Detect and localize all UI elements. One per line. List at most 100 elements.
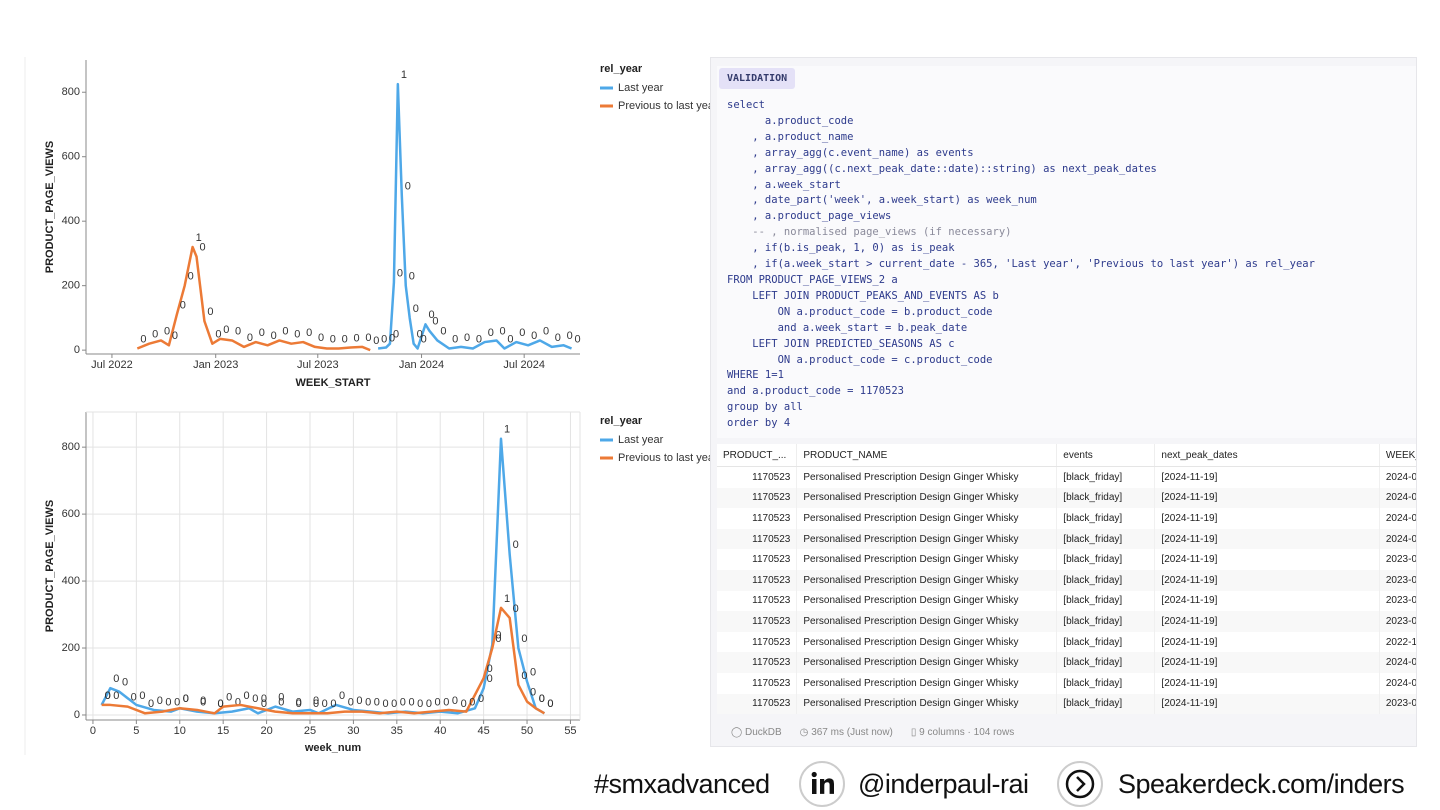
point-label: 0 xyxy=(530,686,536,698)
point-label: 0 xyxy=(426,698,432,710)
point-label: 0 xyxy=(278,697,284,709)
x-axis-title: week_num xyxy=(304,742,361,754)
point-label: 0 xyxy=(575,333,581,345)
point-label: 0 xyxy=(296,697,302,709)
point-label: 0 xyxy=(440,325,446,337)
table-cell: [2024-11-19] xyxy=(1154,672,1380,694)
point-label: 0 xyxy=(381,333,387,345)
sql-editor[interactable]: VALIDATION select a.product_code , a.pro… xyxy=(717,66,1416,438)
table-cell: 1170523 xyxy=(717,528,798,550)
table-cell: 1170523 xyxy=(717,611,798,632)
point-label: 0 xyxy=(131,692,137,704)
point-label: 0 xyxy=(348,697,354,709)
code-line: , a.week_start xyxy=(727,178,841,191)
code-line: order by 4 xyxy=(727,417,791,430)
x-axis-title: WEEK_START xyxy=(296,377,371,389)
table-cell: [black_friday] xyxy=(1056,508,1156,529)
x-tick-label: Jul 2023 xyxy=(297,359,339,371)
table-row: 1170523 Personalised Prescription Design … xyxy=(717,569,1416,591)
point-label: 0 xyxy=(393,329,399,341)
table-cell: [2024-11-19] xyxy=(1154,611,1380,632)
point-label: 0 xyxy=(259,327,265,339)
point-label: 0 xyxy=(356,695,362,707)
y-tick-label: 400 xyxy=(62,575,80,587)
table-row: 1170523 Personalised Prescription Design … xyxy=(717,466,1416,488)
point-label: 0 xyxy=(409,271,415,283)
table-cell: [black_friday] xyxy=(1056,611,1156,632)
table-row: 1170523 Personalised Prescription Design … xyxy=(717,631,1416,653)
legend-label: Last year xyxy=(618,82,664,94)
point-label: 0 xyxy=(223,324,229,336)
point-label: 0 xyxy=(306,327,312,339)
column-header[interactable]: PRODUCT_NAME xyxy=(796,444,1058,467)
point-label: 0 xyxy=(330,698,336,710)
point-label: 0 xyxy=(180,300,186,312)
table-row: 1170523 Personalised Prescription Design … xyxy=(717,528,1416,550)
y-tick-label: 200 xyxy=(62,280,80,292)
series-line xyxy=(377,82,573,350)
point-label: 0 xyxy=(365,332,371,344)
point-label: 0 xyxy=(183,693,189,705)
column-header[interactable]: WEEK_START xyxy=(1379,444,1416,467)
point-label: 0 xyxy=(487,673,493,685)
point-label: 0 xyxy=(461,698,467,710)
code-line: group by all xyxy=(727,401,803,414)
table-row: 1170523 Personalised Prescription Design … xyxy=(717,693,1416,714)
table-cell: [black_friday] xyxy=(1056,672,1156,694)
point-label: 0 xyxy=(271,330,277,342)
point-label: 0 xyxy=(521,633,527,645)
point-label: 0 xyxy=(521,670,527,682)
code-line: a.product_code xyxy=(727,114,854,127)
y-tick-label: 800 xyxy=(62,441,80,453)
table-cell: [2024-11-19] xyxy=(1154,466,1380,488)
point-label: 1 xyxy=(401,69,407,81)
x-tick-label: 25 xyxy=(304,725,316,737)
point-label: 0 xyxy=(365,697,371,709)
point-label: 0 xyxy=(382,698,388,710)
x-tick-label: 0 xyxy=(90,725,96,737)
x-tick-label: 35 xyxy=(391,725,403,737)
point-label: 0 xyxy=(296,698,302,710)
series-line xyxy=(101,606,546,715)
code-line: WHERE 1=1 xyxy=(727,369,784,382)
code-line: select xyxy=(727,99,765,111)
table-cell: [2024-11-19] xyxy=(1154,631,1380,653)
table-cell: 1170523 xyxy=(717,549,798,570)
point-label: 0 xyxy=(408,697,414,709)
point-label: 0 xyxy=(217,698,223,710)
table-cell: 1170523 xyxy=(717,693,798,714)
hashtag: #smxadvanced xyxy=(594,769,770,799)
code-line: , array_agg(c.event_name) as events xyxy=(727,146,974,159)
x-tick-label: 50 xyxy=(521,725,533,737)
point-label: 0 xyxy=(495,633,501,645)
point-label: 0 xyxy=(547,698,553,710)
point-label: 0 xyxy=(400,697,406,709)
point-label: 0 xyxy=(495,630,501,642)
column-header[interactable]: events xyxy=(1056,444,1156,467)
point-label: 0 xyxy=(547,698,553,710)
point-label: 0 xyxy=(278,692,284,704)
linkedin-icon xyxy=(799,761,845,807)
code-line: and a.product_code = 1170523 xyxy=(727,385,905,398)
point-label: 0 xyxy=(519,327,525,339)
code-line: , date_part('week', a.week_start) as wee… xyxy=(727,194,1037,207)
point-label: 0 xyxy=(443,697,449,709)
point-label: 0 xyxy=(487,663,493,675)
legend-title: rel_year xyxy=(600,415,643,427)
code-line: and a.week_start = b.peak_date xyxy=(727,321,968,334)
table-cell: Personalised Prescription Design Ginger … xyxy=(796,631,1058,653)
point-label: 0 xyxy=(374,697,380,709)
link[interactable]: Speakerdeck.com/inders xyxy=(1118,769,1405,799)
table-cell: [black_friday] xyxy=(1056,569,1156,591)
column-header[interactable]: PRODUCT_... xyxy=(717,444,798,467)
shape: ▯ 9 columns · 104 rows xyxy=(910,727,1015,738)
table-cell: Personalised Prescription Design Ginger … xyxy=(796,508,1058,529)
point-label: 0 xyxy=(452,695,458,707)
series-line xyxy=(100,437,546,715)
point-label: 0 xyxy=(313,698,319,710)
code-line: , array_agg((c.next_peak_date::date)::st… xyxy=(727,162,1157,175)
column-header[interactable]: next_peak_dates xyxy=(1154,444,1380,467)
point-label: 0 xyxy=(555,332,561,344)
code-line: , if(b.is_peak, 1, 0) as is_peak xyxy=(727,242,955,255)
